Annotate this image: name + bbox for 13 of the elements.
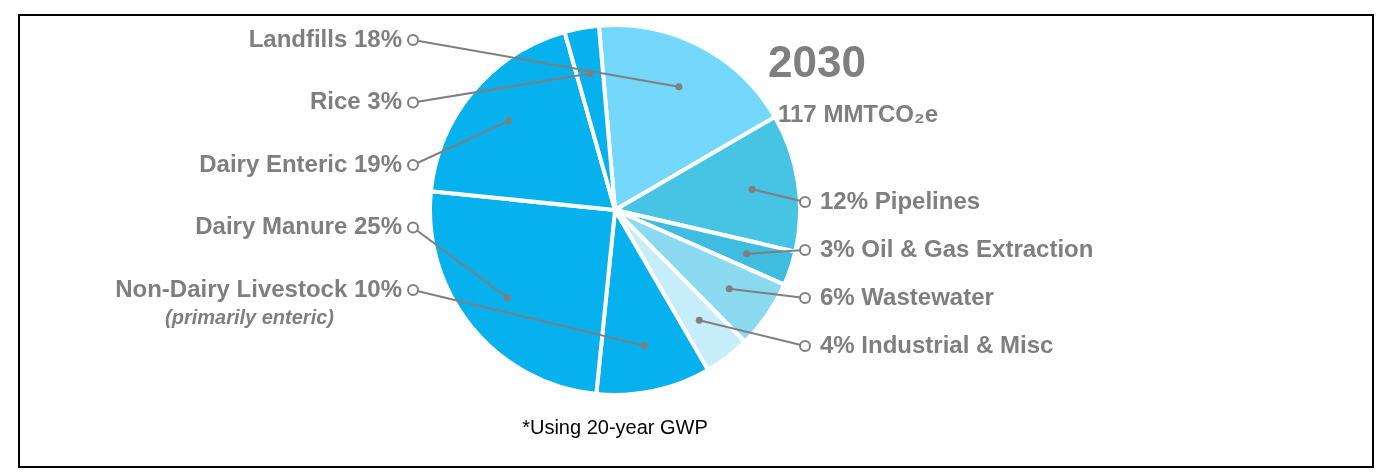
text: 117 MMTCO₂e: [778, 99, 939, 127]
slice-label: 4% Industrial & Misc: [820, 330, 1054, 358]
slice-label: 3% Oil & Gas Extraction: [820, 234, 1094, 262]
chart-title: 2030: [768, 37, 866, 87]
slice-label: Dairy Enteric 19%: [199, 149, 402, 177]
text: *Using 20-year GWP: [522, 415, 708, 438]
slice-label: 6% Wastewater: [820, 282, 994, 310]
slice-label: Non-Dairy Livestock 10%: [115, 274, 402, 302]
slice-label: Landfills 18%: [248, 24, 402, 52]
slice-label: Dairy Manure 25%: [195, 212, 402, 240]
text: (primarily enteric): [165, 305, 335, 328]
slice-label: 12% Pipelines: [820, 186, 981, 214]
slice-label: Rice 3%: [309, 87, 402, 115]
